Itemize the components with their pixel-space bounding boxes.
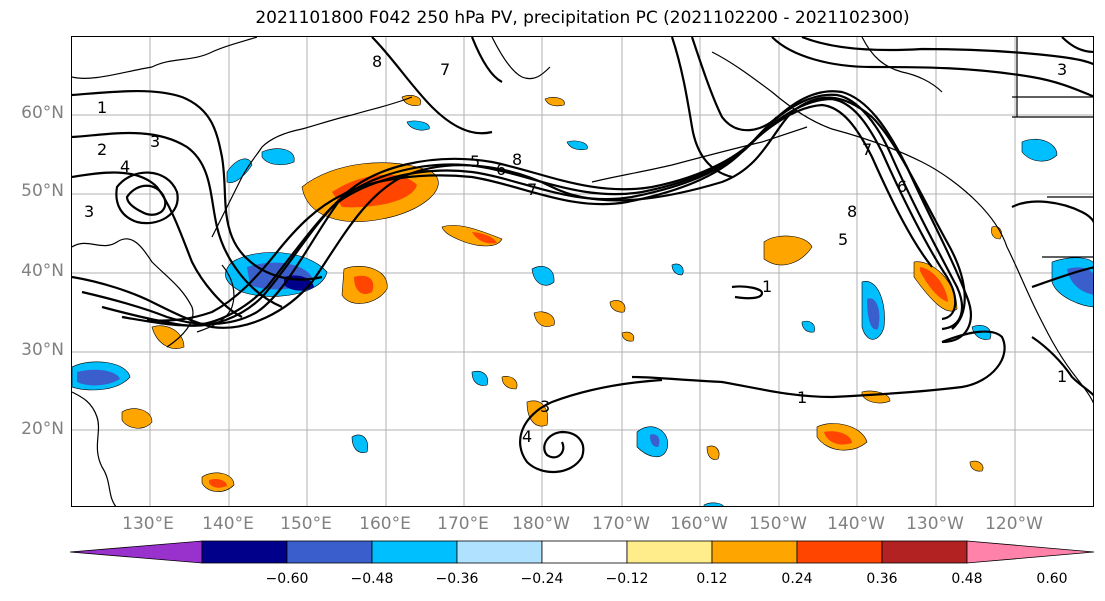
- colorbar-segment: [626, 540, 713, 564]
- contour-label-3-west: 3: [84, 202, 94, 221]
- contour-label-3-south: 3: [540, 397, 550, 416]
- lon-label-140e: 140°E: [202, 514, 254, 534]
- colorbar-segment: [286, 540, 373, 564]
- map-canvas: 1 2 3 4 3 5 6 8 7 8 7 1 1 3 4 7 6 8 5 3 …: [72, 37, 1093, 506]
- map-title: 2021101800 F042 250 hPa PV, precipitatio…: [255, 8, 910, 28]
- contour-label-5: 5: [470, 152, 480, 171]
- lat-label-20n: 20°N: [21, 419, 64, 439]
- contour-label-6-east: 6: [897, 177, 907, 196]
- contour-label-1-nw: 1: [97, 98, 107, 117]
- pv-contours: [72, 37, 1093, 474]
- colorbar-tick-label: 0.24: [781, 571, 813, 587]
- colorbar-extend-max: [966, 540, 1095, 564]
- contour-label-7-east: 7: [862, 140, 872, 159]
- lon-label-130w: 130°W: [906, 514, 964, 534]
- lon-label-150e: 150°E: [280, 514, 332, 534]
- contour-label-6: 6: [496, 160, 506, 179]
- lat-label-60n: 60°N: [21, 103, 64, 123]
- lat-label-50n: 50°N: [21, 181, 64, 201]
- colorbar-tick-label: 0.48: [951, 571, 983, 587]
- colorbar-tick-label: −0.48: [350, 571, 394, 587]
- colorbar-tick-label: 0.60: [1036, 571, 1068, 587]
- contour-label-1-south: 1: [797, 388, 807, 407]
- map-panel: 1 2 3 4 3 5 6 8 7 8 7 1 1 3 4 7 6 8 5 3 …: [71, 36, 1094, 507]
- colorbar-segment: [456, 540, 543, 564]
- contour-label-3-nw: 3: [150, 132, 160, 151]
- colorbar-tick-label: −0.36: [435, 571, 479, 587]
- graticule: [72, 37, 1093, 506]
- colorbar: [69, 539, 1096, 569]
- lon-label-160w: 160°W: [670, 514, 728, 534]
- contour-label-7-north: 7: [440, 60, 450, 79]
- lon-label-130e: 130°E: [122, 514, 174, 534]
- contour-label-1-se: 1: [1057, 367, 1067, 386]
- colorbar-tick-label: −0.24: [520, 571, 564, 587]
- colorbar-segment: [796, 540, 883, 564]
- contour-label-8: 8: [512, 150, 522, 169]
- colorbar-segment: [541, 540, 628, 564]
- contour-label-7: 7: [527, 180, 537, 199]
- contour-label-8-north: 8: [372, 52, 382, 71]
- lon-label-150w: 150°W: [749, 514, 807, 534]
- contour-label-4-south: 4: [522, 427, 532, 446]
- colorbar-tick-label: 0.12: [696, 571, 728, 587]
- lat-label-40n: 40°N: [21, 261, 64, 281]
- colorbar-segment: [881, 540, 968, 564]
- lon-label-140w: 140°W: [827, 514, 885, 534]
- colorbar-tick-label: −0.12: [605, 571, 649, 587]
- colorbar-segment: [201, 540, 288, 564]
- lon-label-170w: 170°W: [592, 514, 650, 534]
- lat-label-30n: 30°N: [21, 340, 64, 360]
- colorbar-extend-min: [69, 540, 203, 564]
- coastlines: [72, 37, 1093, 506]
- contour-label-4-nw: 4: [120, 157, 130, 176]
- contour-label-1-mid: 1: [762, 277, 772, 296]
- contour-label-group: 1 2 3 4 3 5 6 8 7 8 7 1 1 3 4 7 6 8 5 3 …: [84, 52, 1067, 446]
- lon-label-120w: 120°W: [985, 514, 1043, 534]
- colorbar-svg: [69, 540, 1095, 564]
- contour-label-3-ne: 3: [1057, 60, 1067, 79]
- lon-label-180w: 180°W: [512, 514, 570, 534]
- contour-label-2-nw: 2: [97, 140, 107, 159]
- contour-label-8-east: 8: [847, 202, 857, 221]
- colorbar-tick-label: −0.60: [265, 571, 309, 587]
- colorbar-segment: [711, 540, 798, 564]
- lon-label-170e: 170°E: [437, 514, 489, 534]
- lon-label-160e: 160°E: [359, 514, 411, 534]
- colorbar-segment: [371, 540, 458, 564]
- contour-label-5-east: 5: [838, 230, 848, 249]
- colorbar-tick-label: 0.36: [866, 571, 898, 587]
